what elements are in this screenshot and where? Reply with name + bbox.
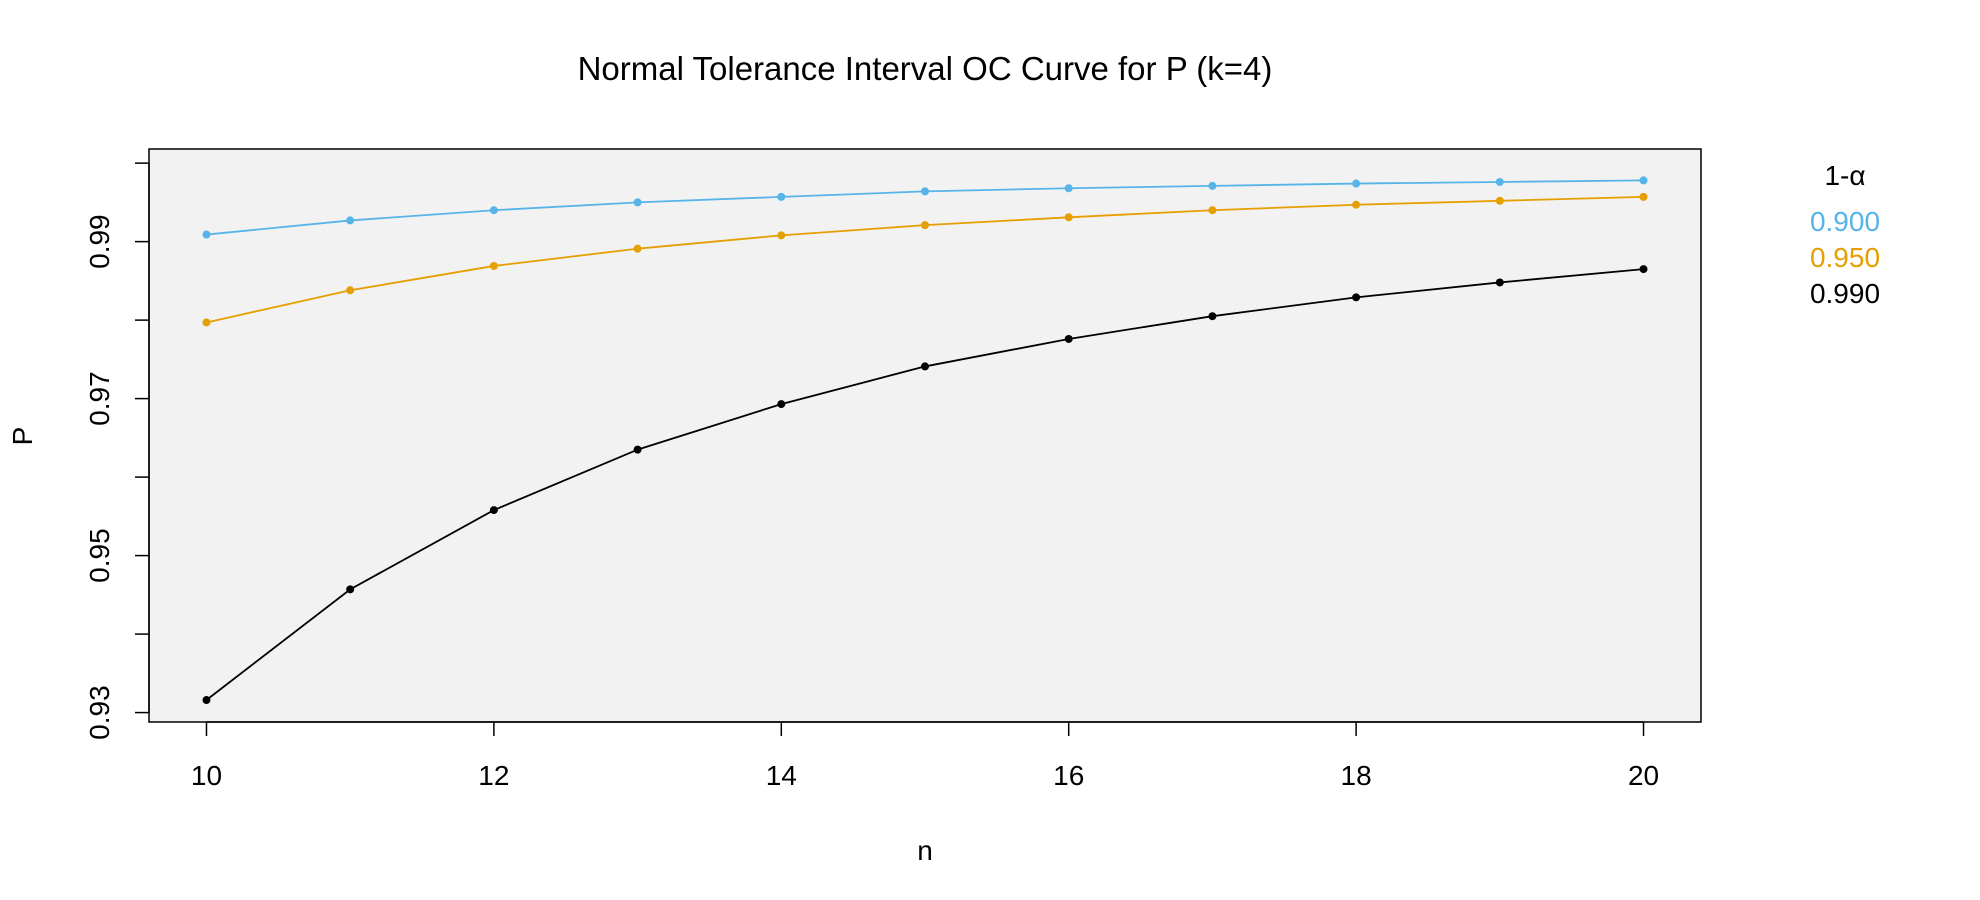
data-point (1208, 312, 1217, 321)
data-point (1495, 177, 1504, 186)
x-tick-label: 10 (191, 760, 222, 791)
data-point (777, 400, 786, 409)
y-tick-label: 0.95 (84, 528, 115, 583)
data-point (489, 261, 498, 270)
data-point (921, 362, 929, 371)
y-axis-label: P (7, 427, 38, 446)
data-point (1064, 334, 1073, 343)
data-point (1064, 184, 1073, 193)
y-tick-label: 0.97 (84, 371, 115, 426)
data-point (1352, 293, 1361, 302)
x-axis: 10 12 14 16 18 20 (191, 721, 1659, 791)
data-point (489, 506, 498, 515)
data-point (346, 585, 355, 594)
x-tick-label: 12 (478, 760, 509, 791)
data-point (202, 318, 211, 327)
x-tick-label: 20 (1628, 760, 1659, 791)
data-point (633, 445, 642, 454)
legend: 1-α 0.900 0.950 0.990 (1810, 160, 1880, 309)
legend-entry: 0.990 (1810, 278, 1880, 309)
x-axis-label: n (917, 835, 933, 866)
legend-entry: 0.950 (1810, 242, 1880, 273)
legend-entry: 0.900 (1810, 206, 1880, 237)
data-point (346, 216, 355, 225)
data-point (633, 244, 642, 253)
y-tick-label: 0.93 (84, 685, 115, 740)
x-tick-label: 16 (1053, 760, 1084, 791)
data-point (1352, 179, 1361, 188)
x-tick-label: 14 (766, 760, 797, 791)
legend-title: 1-α (1824, 160, 1865, 191)
data-point (1639, 265, 1648, 274)
data-point (489, 206, 498, 215)
series-layer (202, 176, 1648, 705)
chart-title: Normal Tolerance Interval OC Curve for P… (578, 50, 1273, 87)
data-point (202, 230, 211, 239)
y-axis: 0.93 0.95 0.97 0.99 (84, 162, 150, 740)
data-point (777, 231, 786, 240)
data-point (1208, 206, 1217, 215)
y-tick-label: 0.99 (84, 214, 115, 269)
data-point (1495, 196, 1504, 205)
data-point (921, 187, 929, 196)
data-point (1639, 192, 1648, 201)
data-point (1495, 278, 1504, 287)
data-point (633, 198, 642, 207)
data-point (777, 192, 786, 201)
plot-area (148, 148, 1702, 723)
data-point (1639, 176, 1648, 185)
data-point (921, 221, 929, 230)
data-point (1208, 181, 1217, 190)
x-tick-label: 18 (1341, 760, 1372, 791)
data-point (346, 286, 355, 295)
data-point (202, 696, 211, 705)
data-point (1064, 213, 1073, 222)
data-point (1352, 200, 1361, 209)
